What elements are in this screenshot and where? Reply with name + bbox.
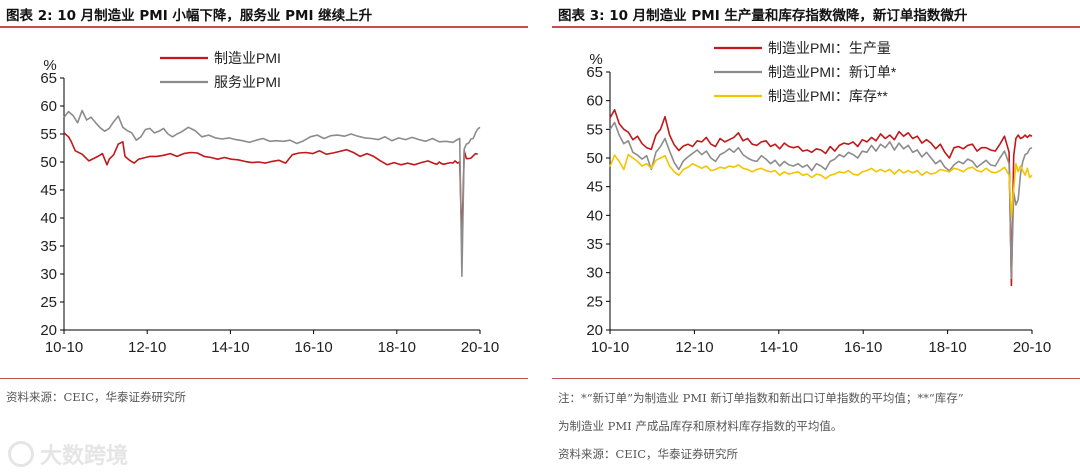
y-tick-label: 25 (40, 294, 57, 311)
x-tick-label: 20-10 (461, 339, 499, 356)
series-line-0 (609, 109, 1033, 287)
y-tick-label: 40 (40, 210, 57, 227)
y-tick-label: 55 (40, 126, 57, 143)
x-tick-label: 14-10 (760, 339, 798, 356)
watermark: 大数跨境 (8, 438, 128, 470)
chart-panel-subindices: 图表 3: 10 月制造业 PMI 生产量和库存指数微降，新订单指数微升 65 6… (552, 0, 1080, 473)
note-divider (552, 378, 1080, 379)
source-note: 资料来源：CEIC，华泰证券研究所 (558, 447, 739, 461)
watermark-logo-icon (8, 441, 34, 467)
y-tick-label: 30 (586, 265, 603, 282)
x-tick-label: 16-10 (844, 339, 882, 356)
y-tick-label: 65 (40, 70, 57, 87)
y-tick-label: 30 (40, 266, 57, 283)
y-tick-label: 60 (586, 93, 603, 110)
x-tick-label: 18-10 (378, 339, 416, 356)
chart-title: 图表 2: 10 月制造业 PMI 小幅下降，服务业 PMI 继续上升 (6, 8, 373, 24)
title-divider (0, 26, 528, 28)
x-tick-label: 20-10 (1013, 339, 1051, 356)
footnote-line-1: 注：*“新订单”为制造业 PMI 新订单指数和新出口订单指数的平均值；**“库存… (558, 391, 964, 405)
y-tick-label: 20 (40, 322, 57, 339)
y-tick-label: 65 (586, 64, 603, 81)
y-tick-label: 45 (586, 179, 603, 196)
y-axis-label: % (43, 57, 56, 74)
y-tick-label: 25 (586, 293, 603, 310)
series-line-2 (609, 153, 1033, 218)
y-tick-label: 50 (40, 154, 57, 171)
x-tick-label: 10-10 (591, 339, 629, 356)
legend-label-2: 制造业PMI：库存** (768, 88, 888, 104)
legend-label-1: 服务业PMI (214, 74, 281, 90)
y-tick-label: 60 (40, 98, 57, 115)
subindex-line-chart: 65 60 55 50 45 40 35 30 25 20% 10-10 12-10 14-10 16-1… (586, 40, 1051, 356)
x-tick-label: 10-10 (45, 339, 83, 356)
legend-label-0: 制造业PMI (214, 50, 281, 66)
y-tick-label: 35 (586, 236, 603, 253)
series-line-0 (63, 132, 478, 243)
x-tick-label: 18-10 (928, 339, 966, 356)
footnote-line-2: 为制造业 PMI 产成品库存和原材料库存指数的平均值。 (558, 419, 843, 433)
y-tick-label: 55 (586, 121, 603, 138)
chart-panel-manufacturing-services: 图表 2: 10 月制造业 PMI 小幅下降，服务业 PMI 继续上升 65 60… (0, 0, 528, 473)
y-tick-label: 40 (586, 207, 603, 224)
chart-title: 图表 3: 10 月制造业 PMI 生产量和库存指数微降，新订单指数微升 (558, 8, 968, 24)
title-divider (552, 26, 1080, 28)
series-line-1 (63, 109, 481, 277)
x-tick-label: 12-10 (128, 339, 166, 356)
series-line-1 (609, 121, 1033, 280)
y-tick-label: 50 (586, 150, 603, 167)
y-tick-label: 35 (40, 238, 57, 255)
x-tick-label: 16-10 (294, 339, 332, 356)
legend-label-0: 制造业PMI：生产量 (768, 40, 891, 56)
x-tick-label: 12-10 (675, 339, 713, 356)
source-note: 资料来源：CEIC，华泰证券研究所 (6, 390, 187, 404)
pmi-line-chart: 65 60 55 50 45 40 35 30 25 20% 10-10 12-10 14-10 16-1… (40, 50, 499, 356)
legend-label-1: 制造业PMI：新订单* (768, 64, 897, 80)
x-tick-label: 14-10 (211, 339, 249, 356)
watermark-text: 大数跨境 (40, 444, 129, 469)
y-axis-label: % (589, 51, 602, 68)
source-divider (0, 378, 528, 379)
y-tick-label: 45 (40, 182, 57, 199)
y-tick-label: 20 (586, 322, 603, 339)
